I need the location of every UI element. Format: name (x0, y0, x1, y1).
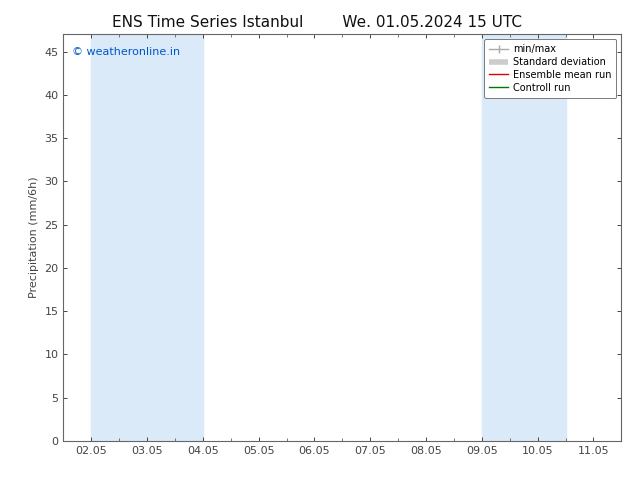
Legend: min/max, Standard deviation, Ensemble mean run, Controll run: min/max, Standard deviation, Ensemble me… (484, 39, 616, 98)
Bar (538, 34, 566, 441)
Bar (482, 34, 538, 441)
Text: ENS Time Series Istanbul        We. 01.05.2024 15 UTC: ENS Time Series Istanbul We. 01.05.2024 … (112, 15, 522, 30)
Bar (91, 34, 147, 441)
Bar (147, 34, 203, 441)
Text: © weatheronline.in: © weatheronline.in (72, 47, 180, 56)
Y-axis label: Precipitation (mm/6h): Precipitation (mm/6h) (29, 177, 39, 298)
